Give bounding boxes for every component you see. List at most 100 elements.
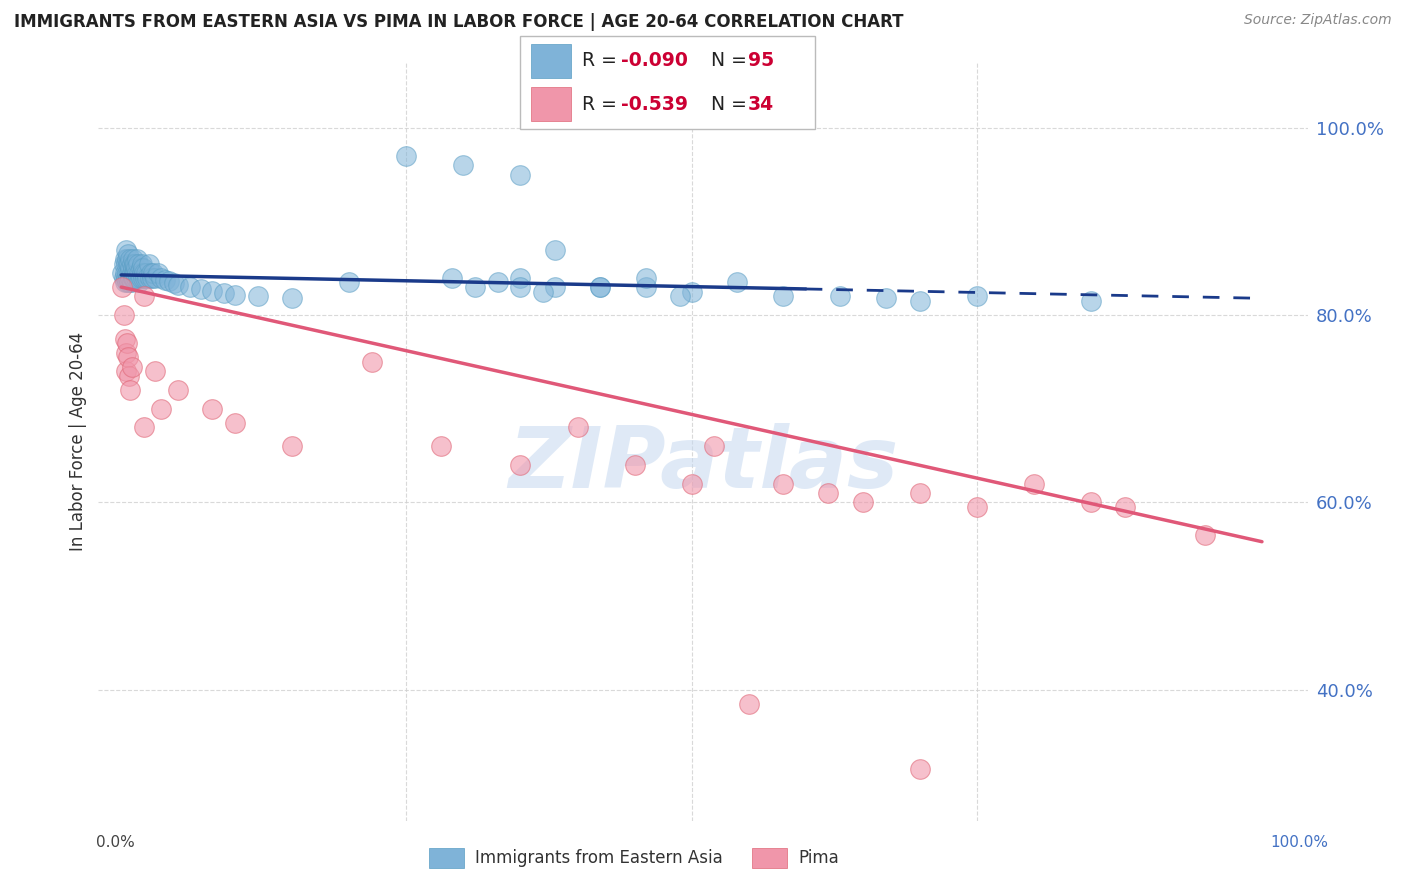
- Text: Pima: Pima: [799, 849, 839, 867]
- Point: [247, 289, 270, 303]
- Point: [121, 359, 143, 374]
- Point: [145, 364, 167, 378]
- Point: [1022, 476, 1045, 491]
- Point: [128, 276, 150, 290]
- Point: [703, 439, 725, 453]
- Point: [118, 266, 141, 280]
- Point: [281, 439, 304, 453]
- Text: R =: R =: [582, 95, 623, 113]
- Point: [136, 270, 159, 285]
- Point: [121, 276, 143, 290]
- Point: [142, 266, 165, 280]
- Point: [114, 243, 136, 257]
- Point: [121, 252, 143, 266]
- Text: N =: N =: [699, 95, 752, 113]
- Point: [150, 270, 173, 285]
- Point: [224, 287, 246, 301]
- Point: [453, 158, 475, 172]
- Point: [1114, 500, 1136, 514]
- Point: [429, 439, 451, 453]
- Point: [127, 257, 149, 271]
- Point: [129, 270, 152, 285]
- Point: [138, 257, 160, 271]
- Point: [120, 270, 142, 285]
- Point: [114, 257, 136, 271]
- Point: [125, 261, 148, 276]
- Point: [124, 261, 146, 276]
- Point: [118, 276, 141, 290]
- Point: [124, 266, 146, 280]
- Point: [589, 280, 612, 294]
- Point: [509, 270, 531, 285]
- Point: [908, 294, 931, 309]
- Point: [875, 291, 897, 305]
- Point: [337, 276, 360, 290]
- Point: [117, 247, 139, 261]
- Point: [111, 280, 134, 294]
- Text: -0.090: -0.090: [621, 52, 689, 70]
- Point: [127, 270, 149, 285]
- Text: Immigrants from Eastern Asia: Immigrants from Eastern Asia: [475, 849, 723, 867]
- Point: [122, 270, 145, 285]
- Point: [828, 289, 851, 303]
- Point: [567, 420, 589, 434]
- Text: R =: R =: [582, 52, 623, 70]
- Point: [114, 252, 136, 266]
- Point: [1080, 294, 1102, 309]
- Point: [118, 369, 141, 384]
- Point: [395, 149, 418, 163]
- Point: [115, 266, 138, 280]
- Point: [129, 261, 152, 276]
- Point: [132, 270, 155, 285]
- Point: [139, 266, 162, 280]
- Point: [114, 332, 136, 346]
- Point: [201, 401, 224, 416]
- Point: [772, 289, 794, 303]
- Point: [634, 270, 657, 285]
- Point: [135, 266, 157, 280]
- Point: [132, 289, 155, 303]
- Point: [120, 261, 142, 276]
- Point: [623, 458, 645, 472]
- Point: [141, 270, 163, 285]
- Point: [817, 486, 839, 500]
- Point: [115, 252, 138, 266]
- Text: 0.0%: 0.0%: [96, 836, 135, 850]
- Point: [121, 261, 143, 276]
- Point: [224, 416, 246, 430]
- Point: [132, 266, 155, 280]
- Point: [112, 257, 135, 271]
- Point: [117, 257, 139, 271]
- Point: [167, 278, 190, 293]
- Point: [139, 270, 162, 285]
- Point: [544, 243, 567, 257]
- Point: [132, 420, 155, 434]
- Point: [589, 280, 612, 294]
- Point: [131, 257, 153, 271]
- Point: [128, 266, 150, 280]
- Point: [127, 266, 149, 280]
- Point: [114, 345, 136, 359]
- Point: [125, 270, 148, 285]
- Point: [121, 257, 143, 271]
- Point: [163, 277, 186, 291]
- Point: [122, 257, 145, 271]
- Point: [509, 168, 531, 182]
- Text: ZIPatlas: ZIPatlas: [508, 423, 898, 506]
- Point: [361, 355, 384, 369]
- Point: [146, 266, 169, 280]
- Point: [124, 257, 146, 271]
- Point: [966, 500, 988, 514]
- Point: [190, 282, 212, 296]
- Point: [121, 266, 143, 280]
- Point: [115, 276, 138, 290]
- Point: [120, 252, 142, 266]
- Point: [115, 336, 138, 351]
- Point: [117, 351, 139, 365]
- Point: [117, 270, 139, 285]
- Point: [669, 289, 692, 303]
- Point: [634, 280, 657, 294]
- Point: [114, 270, 136, 285]
- Point: [145, 270, 167, 285]
- Point: [127, 252, 149, 266]
